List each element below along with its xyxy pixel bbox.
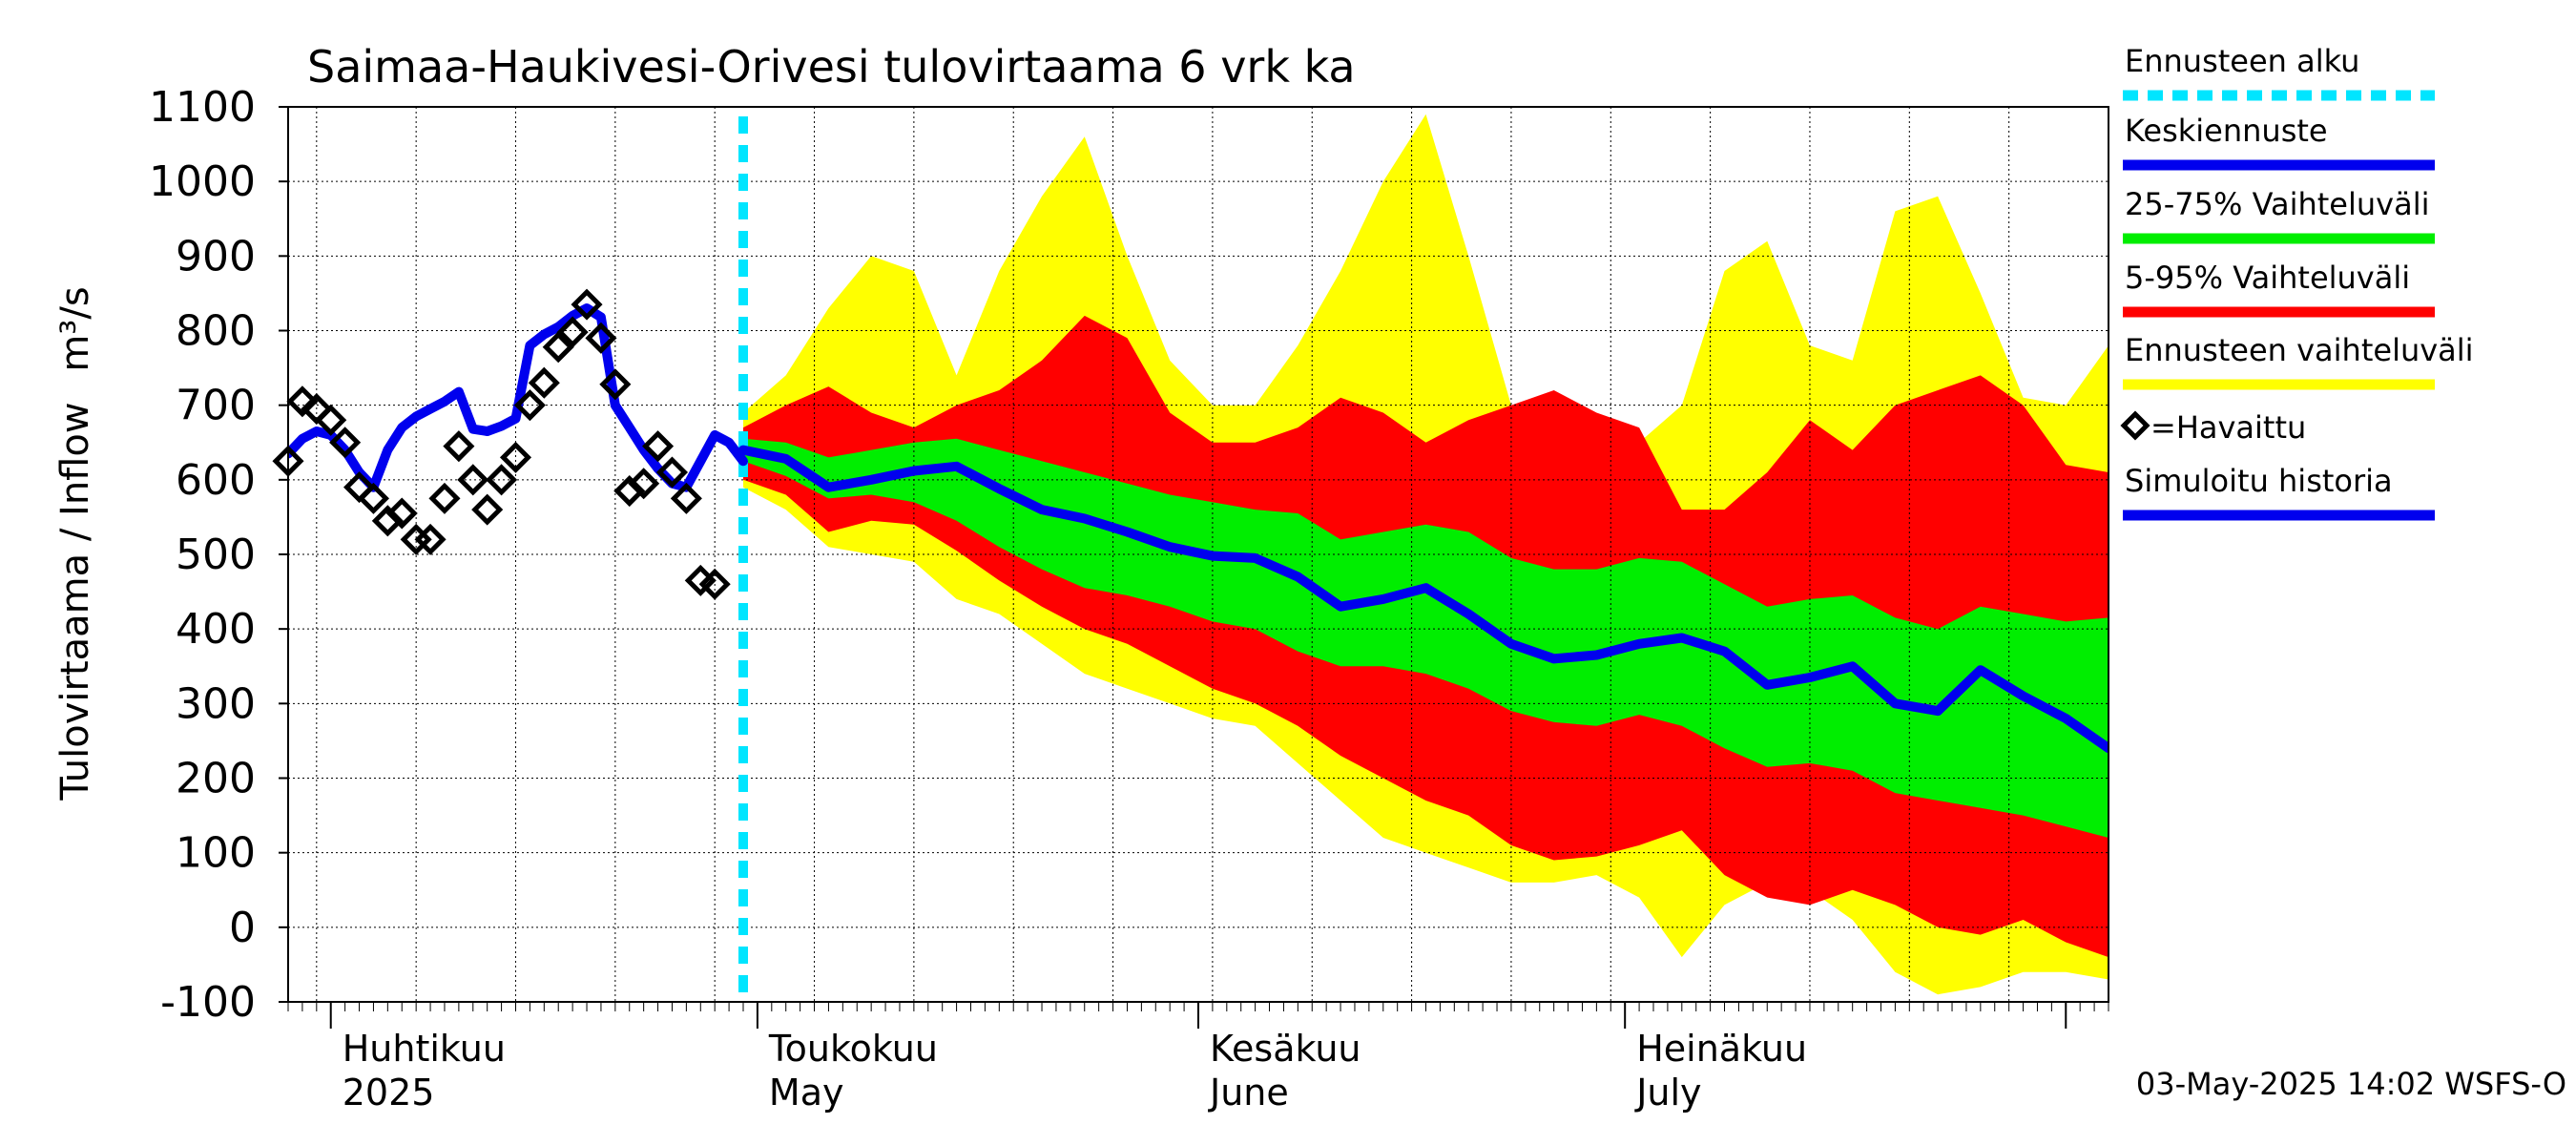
observed-point: [599, 368, 632, 401]
observed-point: [428, 482, 461, 514]
observed-point: [286, 385, 319, 418]
y-tick-label: 1000: [149, 157, 256, 206]
observed-point: [670, 482, 702, 514]
observed-point: [385, 497, 418, 530]
y-tick-label: 0: [229, 904, 256, 952]
y-tick-label: 100: [176, 829, 256, 878]
x-month-label: Heinäkuu: [1636, 1028, 1807, 1070]
legend: Ennusteen alku Keskiennuste 25-75% Vaihtel…: [2120, 43, 2474, 521]
legend-label: Keskiennuste: [2125, 113, 2328, 149]
y-tick-label: 200: [176, 755, 256, 803]
timestamp: 03-May-2025 14:02 WSFS-O: [2136, 1066, 2566, 1102]
observed-point: [329, 427, 362, 459]
y-tick-label: 700: [176, 382, 256, 430]
y-axis-unit: m³/s: [53, 286, 97, 371]
legend-label: =Havaittu: [2150, 409, 2306, 446]
observed-point: [528, 366, 560, 399]
x-month-sublabel: May: [769, 1072, 844, 1114]
observed-point: [457, 464, 489, 496]
legend-observed-marker: [2120, 410, 2150, 441]
y-tick-label: 400: [176, 605, 256, 654]
observed-point: [628, 468, 660, 500]
x-month-label: Kesäkuu: [1210, 1028, 1361, 1070]
plot-area: [272, 106, 2109, 1003]
observed-point: [486, 464, 518, 496]
y-tick-label: 800: [176, 307, 256, 356]
x-month-label: Huhtikuu: [343, 1028, 506, 1070]
y-axis-label: Tulovirtaama / Inflow: [53, 402, 97, 801]
legend-label: Ennusteen vaihteluväli: [2125, 332, 2474, 368]
y-tick-label: 500: [176, 531, 256, 579]
p25-75-band: [743, 438, 2109, 838]
legend-label: Ennusteen alku: [2125, 43, 2359, 79]
legend-label: 5-95% Vaihteluväli: [2125, 260, 2410, 296]
observed-point: [556, 316, 589, 348]
observed-point: [499, 441, 532, 473]
y-tick-label: 1100: [149, 83, 256, 132]
legend-label: Simuloitu historia: [2125, 463, 2393, 499]
y-tick-label: 600: [176, 456, 256, 505]
observed-point: [443, 430, 475, 463]
observed-point: [655, 456, 689, 489]
observed-point: [542, 331, 574, 364]
observed-point: [513, 389, 546, 422]
x-month-label: Toukokuu: [768, 1028, 938, 1070]
y-tick-label: -100: [160, 978, 256, 1027]
x-month-sublabel: 2025: [343, 1072, 435, 1114]
observed-point: [471, 493, 504, 526]
chart-title: Saimaa-Haukivesi-Orivesi tulovirtaama 6 …: [307, 41, 1356, 93]
observed-point: [315, 404, 347, 436]
y-axis: -100 0 100 200 300 400 500 600 700 800 900 1000 1100: [149, 83, 288, 1027]
x-month-sublabel: June: [1208, 1072, 1289, 1114]
x-month-sublabel: July: [1634, 1072, 1701, 1114]
observed-point: [642, 430, 675, 463]
observed-point: [414, 523, 447, 555]
observed-point: [585, 322, 617, 354]
y-tick-label: 900: [176, 232, 256, 281]
observed-point: [357, 482, 389, 514]
observed-point: [698, 568, 731, 600]
legend-label: 25-75% Vaihteluväli: [2125, 186, 2429, 222]
mean-forecast-line: [738, 445, 2109, 754]
y-tick-label: 300: [176, 679, 256, 728]
observed-point: [571, 288, 603, 321]
